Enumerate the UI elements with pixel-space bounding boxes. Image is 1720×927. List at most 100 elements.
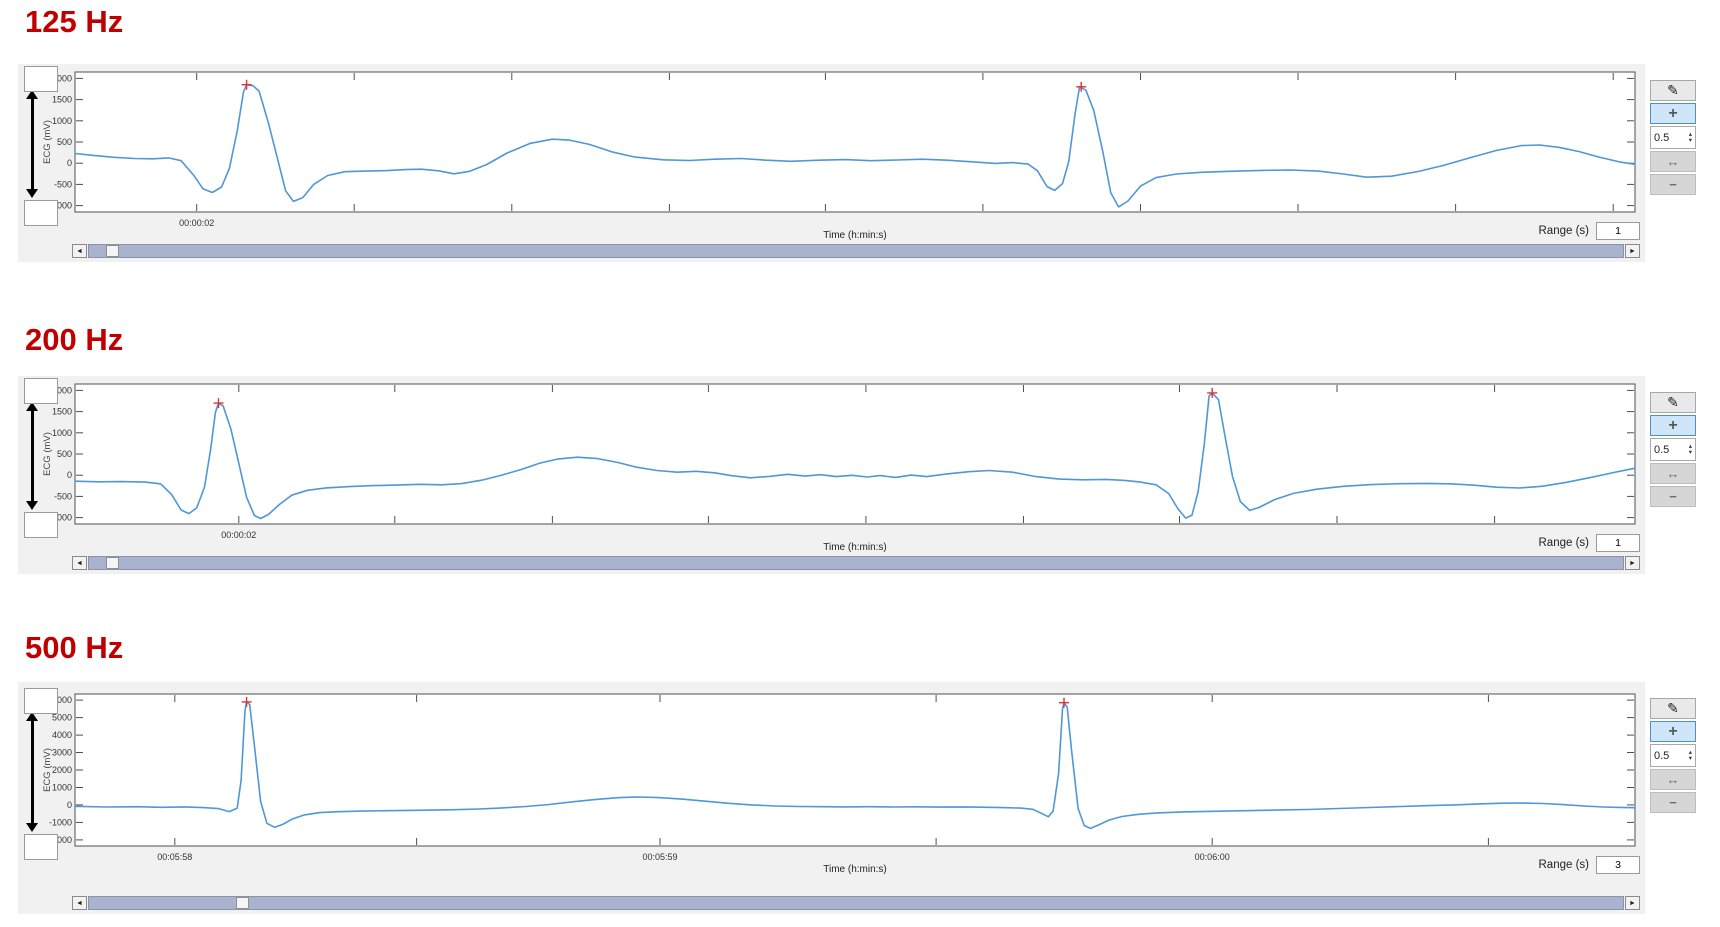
svg-text:-500: -500: [54, 491, 72, 501]
svg-text:3000: 3000: [52, 748, 72, 758]
svg-text:2000: 2000: [52, 765, 72, 775]
scroll-track[interactable]: [88, 556, 1624, 570]
scroll-track[interactable]: [88, 244, 1624, 258]
svg-text:-500: -500: [54, 179, 72, 189]
minus-icon: −: [1669, 177, 1677, 192]
signal-viewer-panel-125hz: 00:00:02 2000 1500 1000 500 0 -500 -1000 ECG (mV…: [18, 64, 1645, 262]
arrow-up-head: [26, 402, 38, 412]
plot-toolbar: ✎ + 0.5 ▴ ▾ ↔ −: [1650, 392, 1696, 507]
arrow-shaft: [31, 96, 34, 192]
svg-text:6000: 6000: [52, 695, 72, 705]
plot-toolbar: ✎ + 0.5 ▴ ▾ ↔ −: [1650, 698, 1696, 813]
panel-title-500hz: 500 Hz: [25, 630, 124, 665]
ecg-plot-200hz[interactable]: 00:00:02 2000 1500 1000 500 0 -500 -1000 ECG (mV…: [18, 376, 1645, 574]
svg-text:4000: 4000: [52, 730, 72, 740]
scroll-left-button[interactable]: ◄: [72, 556, 87, 570]
signal-viewer-panel-500hz: 00:05:58 00:05:59 00:06:00 6000 5000 4000 3000…: [18, 682, 1645, 914]
range-input[interactable]: [1596, 222, 1640, 240]
minus-icon: −: [1669, 489, 1677, 504]
scroll-thumb[interactable]: [236, 897, 250, 909]
fit-width-button[interactable]: ↔: [1650, 151, 1696, 172]
arrow-up-head: [26, 90, 38, 100]
svg-text:0: 0: [67, 158, 72, 168]
scroll-right-button[interactable]: ►: [1625, 244, 1640, 258]
edit-button[interactable]: ✎: [1650, 80, 1696, 101]
range-label: Range (s): [1538, 537, 1590, 549]
ymin-edit-field[interactable]: [24, 199, 58, 226]
ymax-edit-field[interactable]: [24, 688, 58, 715]
spinner-up-icon[interactable]: ▴: [1688, 443, 1692, 450]
spinner-arrows[interactable]: ▴ ▾: [1689, 132, 1692, 143]
scroll-right-button[interactable]: ►: [1625, 556, 1640, 570]
zoom-step-spinner[interactable]: 0.5 ▴ ▾: [1650, 438, 1696, 461]
svg-text:ECG (mV): ECG (mV): [42, 748, 53, 792]
scroll-left-button[interactable]: ◄: [72, 896, 87, 910]
arrow-up-head: [26, 712, 38, 722]
zoom-out-button[interactable]: −: [1650, 792, 1696, 813]
edit-button[interactable]: ✎: [1650, 392, 1696, 413]
range-input[interactable]: [1596, 534, 1640, 552]
range-label: Range (s): [1538, 859, 1590, 871]
svg-text:-1000: -1000: [49, 513, 72, 523]
svg-text:ECG (mV): ECG (mV): [42, 120, 53, 164]
spinner-arrows[interactable]: ▴ ▾: [1689, 444, 1692, 455]
horizontal-arrows-icon: ↔: [1666, 154, 1680, 169]
time-scrollbar[interactable]: ◄ ►: [72, 556, 1640, 570]
time-scrollbar[interactable]: ◄ ►: [72, 244, 1640, 258]
y-range-arrow: [26, 402, 39, 510]
scroll-thumb[interactable]: [105, 557, 119, 569]
signal-viewer-panel-200hz: 00:00:02 2000 1500 1000 500 0 -500 -1000 ECG (mV…: [18, 376, 1645, 574]
spinner-arrows[interactable]: ▴ ▾: [1689, 750, 1692, 761]
svg-text:0: 0: [67, 470, 72, 480]
ymax-edit-field[interactable]: [24, 66, 58, 93]
range-input[interactable]: [1596, 856, 1640, 874]
edit-button[interactable]: ✎: [1650, 698, 1696, 719]
y-range-arrow: [26, 90, 39, 198]
pencil-icon: ✎: [1667, 394, 1679, 410]
zoom-in-button[interactable]: +: [1650, 415, 1696, 436]
ymin-edit-field[interactable]: [24, 511, 58, 538]
svg-text:500: 500: [57, 449, 72, 459]
scroll-right-button[interactable]: ►: [1625, 896, 1640, 910]
ecg-plot-500hz[interactable]: 00:05:58 00:05:59 00:06:00 6000 5000 4000 3000…: [18, 682, 1645, 914]
svg-text:00:05:58: 00:05:58: [157, 852, 192, 862]
time-scrollbar[interactable]: ◄ ►: [72, 896, 1640, 910]
scroll-left-icon: ◄: [76, 559, 83, 567]
fit-width-button[interactable]: ↔: [1650, 769, 1696, 790]
x-axis-label: Time (h:min:s): [823, 230, 887, 241]
spinner-down-icon[interactable]: ▾: [1688, 448, 1692, 456]
zoom-in-button[interactable]: +: [1650, 721, 1696, 742]
zoom-step-value: 0.5: [1654, 749, 1670, 762]
spinner-up-icon[interactable]: ▴: [1688, 131, 1692, 138]
svg-text:2000: 2000: [52, 385, 72, 395]
ecg-plot-125hz[interactable]: 00:00:02 2000 1500 1000 500 0 -500 -1000 ECG (mV…: [18, 64, 1645, 262]
zoom-step-spinner[interactable]: 0.5 ▴ ▾: [1650, 744, 1696, 767]
scroll-left-icon: ◄: [76, 247, 83, 255]
zoom-step-spinner[interactable]: 0.5 ▴ ▾: [1650, 126, 1696, 149]
scroll-left-button[interactable]: ◄: [72, 244, 87, 258]
scroll-thumb[interactable]: [105, 245, 119, 257]
scroll-right-icon: ►: [1629, 559, 1636, 567]
spinner-up-icon[interactable]: ▴: [1688, 749, 1692, 756]
zoom-in-button[interactable]: +: [1650, 103, 1696, 124]
horizontal-arrows-icon: ↔: [1666, 772, 1680, 787]
ymin-edit-field[interactable]: [24, 833, 58, 860]
minus-icon: −: [1669, 795, 1677, 810]
svg-text:-1000: -1000: [49, 817, 72, 827]
range-control: Range (s): [1538, 222, 1640, 240]
svg-text:1000: 1000: [52, 116, 72, 126]
arrow-down-head: [26, 822, 38, 832]
spinner-down-icon[interactable]: ▾: [1688, 754, 1692, 762]
ymax-edit-field[interactable]: [24, 378, 58, 405]
range-label: Range (s): [1538, 225, 1590, 237]
fit-width-button[interactable]: ↔: [1650, 463, 1696, 484]
plus-icon: +: [1668, 722, 1678, 740]
spinner-down-icon[interactable]: ▾: [1688, 136, 1692, 144]
zoom-out-button[interactable]: −: [1650, 174, 1696, 195]
svg-text:00:06:00: 00:06:00: [1195, 852, 1230, 862]
svg-text:00:00:02: 00:00:02: [221, 530, 256, 540]
zoom-out-button[interactable]: −: [1650, 486, 1696, 507]
pencil-icon: ✎: [1667, 82, 1679, 98]
arrow-shaft: [31, 718, 34, 826]
scroll-track[interactable]: [88, 896, 1624, 910]
